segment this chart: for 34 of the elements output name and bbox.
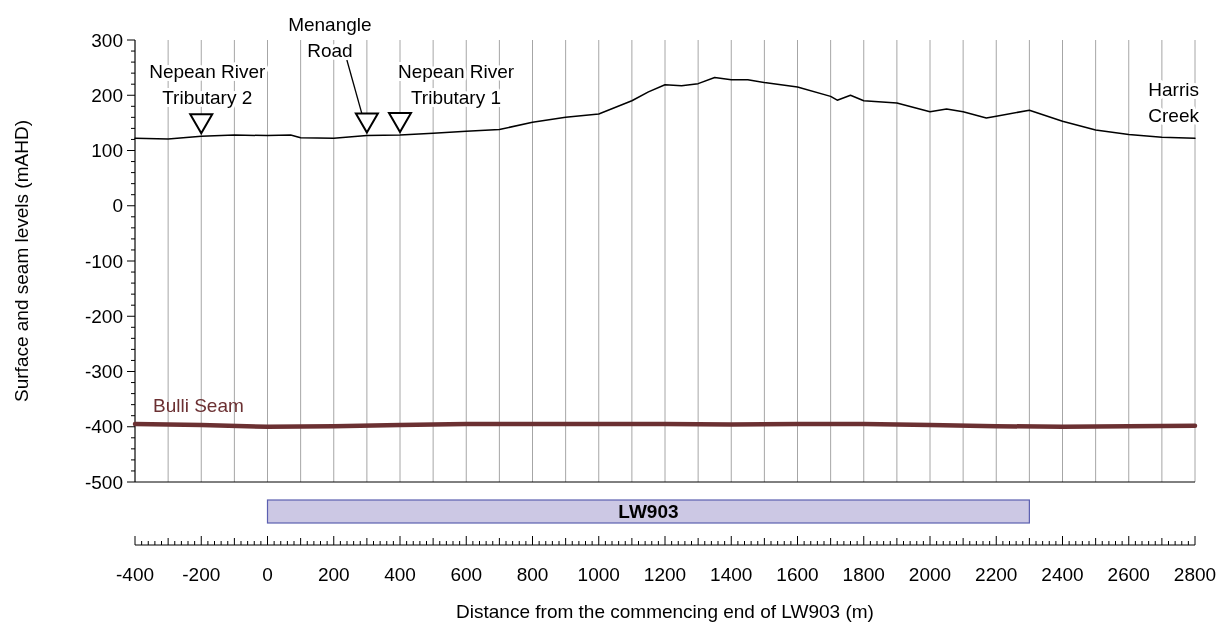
x-axis-title: Distance from the commencing end of LW903 (m) [456,601,874,622]
x-tick-label: 2400 [1041,564,1084,585]
y-tick-label: 0 [112,195,123,217]
series-label: Bulli Seam [153,394,244,416]
x-tick-label: 600 [450,564,483,585]
y-tick-label: -500 [84,471,123,493]
x-tick-label: 200 [317,564,350,585]
y-tick-label: -300 [84,361,123,383]
x-tick-label: 1400 [710,564,753,585]
x-tick-label: 1800 [842,564,885,585]
x-tick-label: 800 [516,564,549,585]
x-tick-label: 400 [384,564,416,585]
x-tick-label: 1200 [643,564,687,585]
annotation: Nepean River Tributary 2 [149,61,267,108]
annotation: Nepean River Tributary 1 [397,61,515,108]
annotation: Menangle Road [288,14,372,61]
x-tick-label: 2000 [908,564,952,585]
y-axis-title: Surface and seam levels (mAHD) [11,120,32,402]
y-tick-label: -100 [84,250,123,272]
x-tick-label: 2800 [1173,564,1217,585]
x-tick-label: 0 [262,564,273,585]
y-tick-label: -400 [84,416,123,438]
x-tick-label: 2600 [1107,564,1150,585]
x-tick-label: 1000 [577,564,620,585]
y-tick-label: 100 [91,140,123,162]
y-tick-label: -200 [84,305,123,327]
y-tick-label: 300 [91,29,123,51]
y-tick-label: 200 [91,84,123,106]
annotation: Harris Creek [1148,79,1200,126]
x-tick-label: -400 [115,564,155,585]
x-tick-label: 1600 [776,564,819,585]
x-tick-label: -200 [182,564,221,585]
x-tick-label: 2200 [975,564,1018,585]
annotation: LW903 [618,501,679,523]
